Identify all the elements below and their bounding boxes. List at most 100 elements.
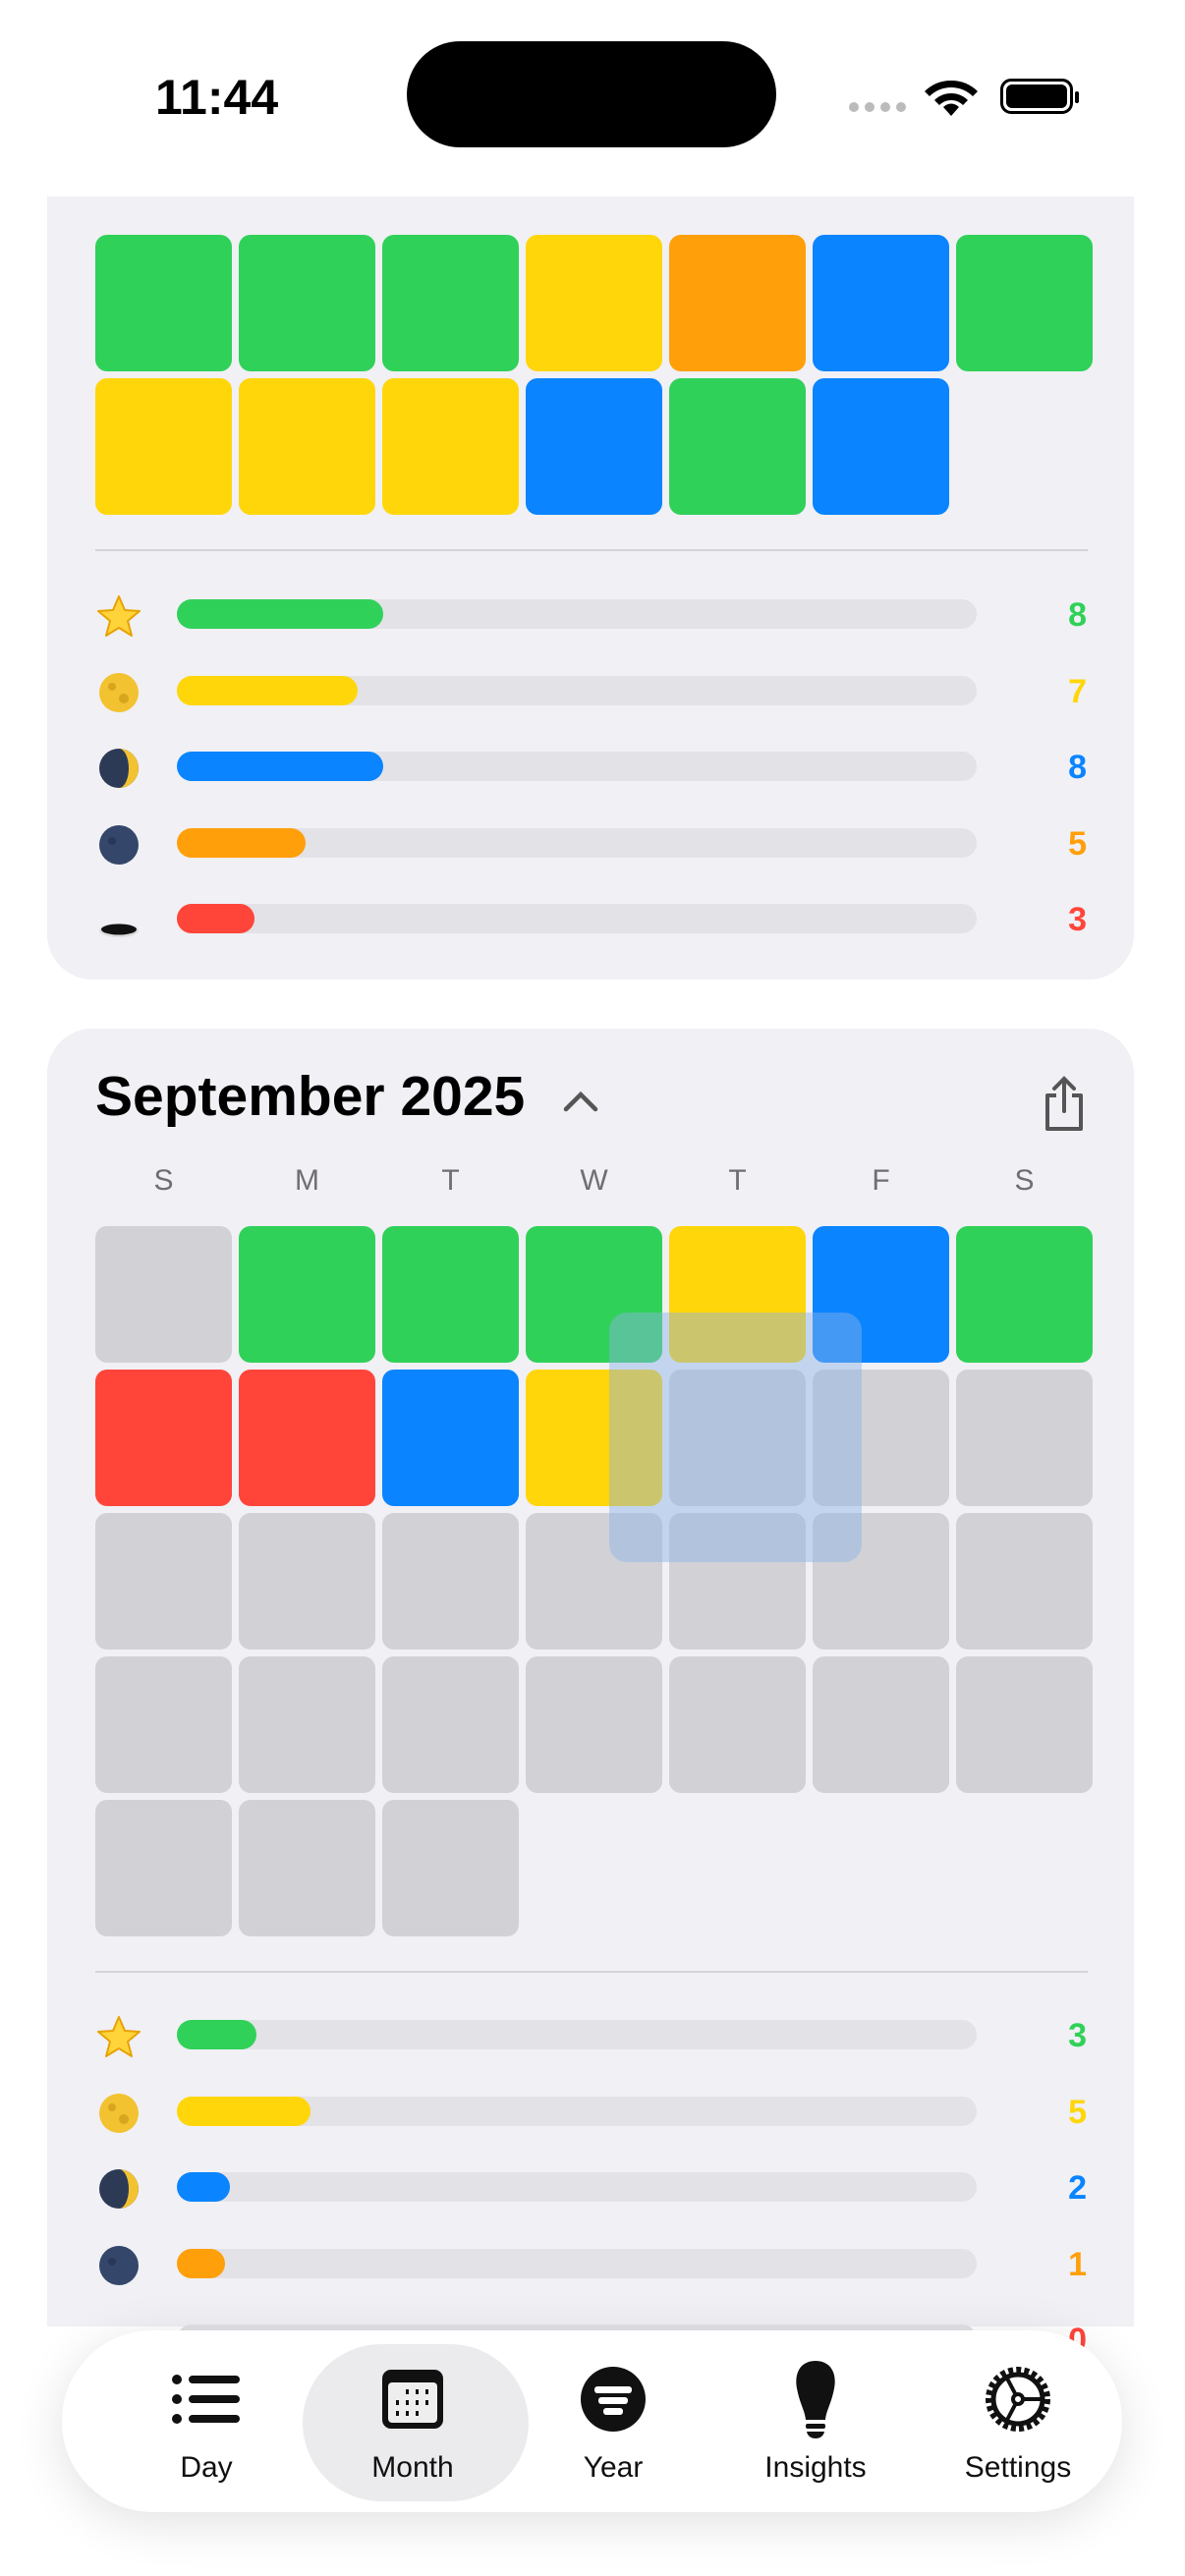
day-cell-empty[interactable] bbox=[813, 1370, 949, 1506]
day-cell-okay[interactable] bbox=[382, 1370, 519, 1506]
mood-progress-track bbox=[177, 2096, 977, 2126]
day-cell-great[interactable] bbox=[526, 1226, 662, 1363]
tab-insights[interactable]: Insights bbox=[712, 2330, 919, 2512]
mood-count: 3 bbox=[1068, 2017, 1087, 2054]
full-moon-icon bbox=[96, 671, 141, 712]
status-time: 11:44 bbox=[155, 70, 279, 125]
tab-bar: Day Month Year Insights Settings bbox=[62, 2330, 1122, 2512]
mood-progress-track bbox=[177, 675, 977, 705]
day-cell-empty[interactable] bbox=[95, 1800, 232, 1936]
battery-icon bbox=[1000, 79, 1079, 114]
hole-icon bbox=[96, 899, 141, 938]
day-cell-okay[interactable] bbox=[813, 1226, 949, 1363]
mood-progress-track bbox=[177, 2020, 977, 2049]
day-cell-good[interactable] bbox=[95, 378, 232, 515]
mood-progress-track bbox=[177, 2172, 977, 2202]
tab-settings[interactable]: Settings bbox=[915, 2330, 1121, 2512]
day-cell-empty[interactable] bbox=[526, 1513, 662, 1650]
tab-label: Settings bbox=[964, 2450, 1072, 2484]
day-cell-empty[interactable] bbox=[669, 1513, 806, 1650]
day-cell-empty[interactable] bbox=[669, 1370, 806, 1506]
status-bar: 11:44 bbox=[0, 0, 1185, 196]
day-cell-empty[interactable] bbox=[956, 1656, 1093, 1793]
weekday-label: W bbox=[580, 1164, 608, 1197]
mood-progress-fill bbox=[177, 827, 307, 858]
day-cell-meh[interactable] bbox=[669, 235, 806, 371]
day-cell-great[interactable] bbox=[95, 235, 232, 371]
weekday-label: F bbox=[872, 1164, 890, 1197]
tab-label: Month bbox=[371, 2450, 454, 2484]
day-cell-okay[interactable] bbox=[813, 378, 949, 515]
day-cell-great[interactable] bbox=[239, 235, 375, 371]
day-cell-empty[interactable] bbox=[239, 1513, 375, 1650]
mood-stat-row: 3 bbox=[47, 2015, 1134, 2057]
mood-progress-track bbox=[177, 752, 977, 781]
day-cell-bad[interactable] bbox=[95, 1370, 232, 1506]
list-icon bbox=[171, 2359, 242, 2439]
mood-progress-fill bbox=[177, 752, 384, 781]
drag-selection-overlay bbox=[609, 1313, 862, 1562]
day-cell-great[interactable] bbox=[956, 235, 1093, 371]
day-cell-good[interactable] bbox=[382, 378, 519, 515]
mood-progress-fill bbox=[177, 675, 358, 705]
day-cell-okay[interactable] bbox=[526, 378, 662, 515]
day-cell-good[interactable] bbox=[526, 235, 662, 371]
tab-year[interactable]: Year bbox=[510, 2330, 716, 2512]
day-cell-empty[interactable] bbox=[956, 1370, 1093, 1506]
day-cell-great[interactable] bbox=[382, 1226, 519, 1363]
day-cell-great[interactable] bbox=[956, 1226, 1093, 1363]
mood-count: 7 bbox=[1068, 672, 1087, 710]
full-moon-icon bbox=[96, 2092, 141, 2133]
day-cell-empty[interactable] bbox=[239, 1800, 375, 1936]
half-moon-icon bbox=[96, 747, 141, 788]
mood-calendar-grid bbox=[95, 1226, 1093, 1936]
mood-stat-row: 2 bbox=[47, 2167, 1134, 2209]
day-cell-empty[interactable] bbox=[813, 1513, 949, 1650]
day-cell-great[interactable] bbox=[382, 235, 519, 371]
mood-count: 8 bbox=[1068, 749, 1087, 786]
weekday-label: T bbox=[441, 1164, 460, 1197]
day-cell-empty[interactable] bbox=[95, 1226, 232, 1363]
year-icon bbox=[579, 2359, 648, 2439]
day-cell-bad[interactable] bbox=[239, 1370, 375, 1506]
day-cell-empty[interactable] bbox=[382, 1656, 519, 1793]
day-cell-empty[interactable] bbox=[813, 1656, 949, 1793]
mood-calendar-grid bbox=[95, 235, 1093, 515]
weekday-label: M bbox=[295, 1164, 319, 1197]
mood-progress-fill bbox=[177, 599, 384, 629]
mood-stat-row: 3 bbox=[47, 899, 1134, 938]
day-cell-empty[interactable] bbox=[382, 1513, 519, 1650]
mood-stat-row: 8 bbox=[47, 594, 1134, 637]
day-cell-empty[interactable] bbox=[956, 1513, 1093, 1650]
new-moon-icon bbox=[96, 2244, 141, 2285]
day-cell-empty[interactable] bbox=[95, 1656, 232, 1793]
month-title-text: September 2025 bbox=[95, 1065, 526, 1128]
day-cell-empty[interactable] bbox=[382, 1800, 519, 1936]
weekday-label: T bbox=[728, 1164, 747, 1197]
day-cell-great[interactable] bbox=[669, 378, 806, 515]
mood-progress-track bbox=[177, 599, 977, 629]
day-cell-empty[interactable] bbox=[239, 1656, 375, 1793]
day-cell-empty[interactable] bbox=[526, 1656, 662, 1793]
month-title[interactable]: September 2025 bbox=[95, 1064, 599, 1129]
half-moon-icon bbox=[96, 2167, 141, 2209]
mood-progress-fill bbox=[177, 2020, 257, 2049]
share-icon[interactable] bbox=[1042, 1076, 1087, 1133]
day-cell-good[interactable] bbox=[526, 1370, 662, 1506]
lightbulb-icon bbox=[791, 2359, 840, 2439]
previous-month-card: 8 7 8 5 3 bbox=[47, 147, 1134, 980]
day-cell-empty[interactable] bbox=[95, 1513, 232, 1650]
day-cell-good[interactable] bbox=[239, 378, 375, 515]
mood-progress-fill bbox=[177, 904, 254, 933]
day-cell-great[interactable] bbox=[239, 1226, 375, 1363]
mood-stat-row: 7 bbox=[47, 671, 1134, 712]
mood-count: 2 bbox=[1068, 2169, 1087, 2207]
day-cell-okay[interactable] bbox=[813, 235, 949, 371]
star-icon bbox=[96, 594, 141, 637]
tab-month[interactable]: Month bbox=[303, 2330, 529, 2512]
mood-stat-row: 1 bbox=[47, 2244, 1134, 2285]
day-cell-good[interactable] bbox=[669, 1226, 806, 1363]
chevron-up-icon[interactable] bbox=[562, 1088, 599, 1113]
tab-day[interactable]: Day bbox=[103, 2330, 310, 2512]
day-cell-empty[interactable] bbox=[669, 1656, 806, 1793]
